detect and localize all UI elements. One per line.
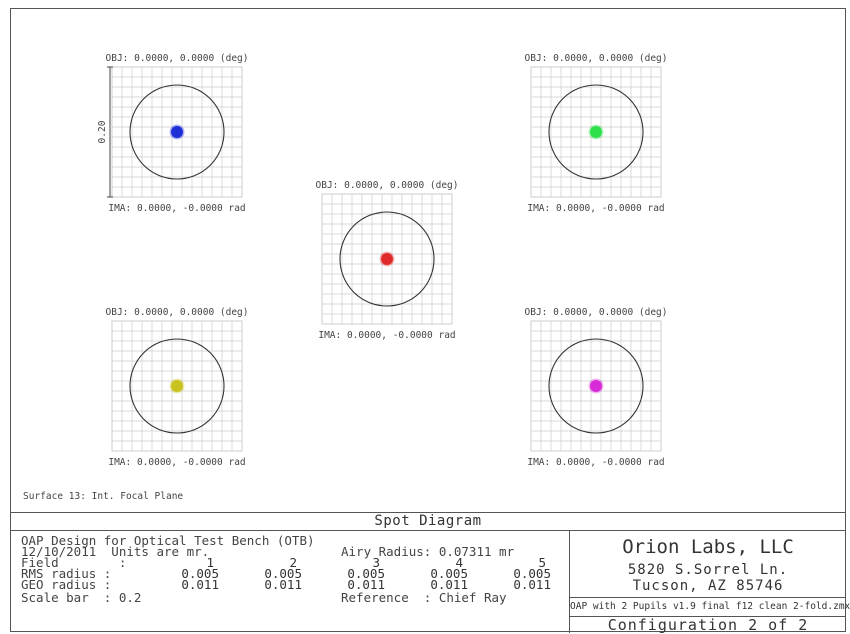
geo-value-5: 0.011 (513, 577, 551, 592)
field-number-5: 5 (538, 555, 546, 570)
field-number-1: 1 (206, 555, 214, 570)
panel-2-frame (530, 66, 662, 198)
ima-label-4: IMA: 0.0000, -0.0000 rad (108, 457, 245, 468)
configuration-label: Configuration 2 of 2 (607, 616, 809, 634)
obj-label-5: OBJ: 0.0000, 0.0000 (deg) (525, 307, 668, 318)
airy-circle-4 (129, 338, 225, 434)
file-name: OAP with 2 Pupils v1.9 final f12 clean 2… (570, 597, 850, 617)
geo-value-4: 0.011 (430, 577, 468, 592)
airy-radius: Airy Radius: 0.07311 mr (341, 544, 515, 559)
company-panel: Orion Labs, LLC 5820 S.Sorrel Ln. Tucson… (569, 530, 850, 634)
spot-2 (590, 126, 602, 138)
geo-value-1: 0.011 (181, 577, 219, 592)
airy-circle-3 (339, 211, 435, 307)
panel-3-frame (321, 193, 453, 325)
field-number-4: 4 (455, 555, 463, 570)
field-number-3: 3 (372, 555, 380, 570)
rms-value-1: 0.005 (181, 566, 219, 581)
panel-5-frame (530, 320, 662, 452)
surface-label: Surface 13: Int. Focal Plane (23, 491, 184, 502)
rms-label: RMS radius : (21, 566, 112, 581)
geo-label: GEO radius : (21, 577, 112, 592)
obj-label-4: OBJ: 0.0000, 0.0000 (deg) (106, 307, 249, 318)
spot-1 (171, 126, 183, 138)
geo-value-2: 0.011 (264, 577, 302, 592)
panel-1-frame (111, 66, 243, 198)
obj-label-1: OBJ: 0.0000, 0.0000 (deg) (106, 53, 249, 64)
date-units: 12/10/2011 Units are mr. (21, 544, 210, 559)
panel-4-frame (111, 320, 243, 452)
field-number-2: 2 (289, 555, 297, 570)
spot-diagram-window: OBJ: 0.0000, 0.0000 (deg) IMA: 0.0000, -0… (10, 8, 850, 634)
obj-label-3: OBJ: 0.0000, 0.0000 (deg) (316, 180, 459, 191)
spot-4 (171, 380, 183, 392)
scale-bar-info: Scale bar : 0.2 (21, 590, 142, 605)
ima-label-3: IMA: 0.0000, -0.0000 rad (318, 330, 455, 341)
company-address-line2: Tucson, AZ 85746 (632, 578, 784, 594)
airy-circle-1 (129, 84, 225, 180)
design-title: OAP Design for Optical Test Bench (OTB) (21, 533, 315, 548)
rms-value-3: 0.005 (347, 566, 385, 581)
reference-info: Reference : Chief Ray (341, 590, 507, 605)
ima-label-1: IMA: 0.0000, -0.0000 rad (108, 203, 245, 214)
ima-label-5: IMA: 0.0000, -0.0000 rad (527, 457, 664, 468)
rms-value-2: 0.005 (264, 566, 302, 581)
obj-label-2: OBJ: 0.0000, 0.0000 (deg) (525, 53, 668, 64)
airy-circle-2 (548, 84, 644, 180)
info-panel: OAP Design for Optical Test Bench (OTB) … (11, 530, 569, 633)
spot-diagram-svg: OBJ: 0.0000, 0.0000 (deg) IMA: 0.0000, -0… (97, 53, 668, 468)
airy-circle-5 (548, 338, 644, 434)
scale-bar-label: 0.20 (97, 120, 108, 143)
rms-value-5: 0.005 (513, 566, 551, 581)
spot-3 (381, 253, 393, 265)
spot-5 (590, 380, 602, 392)
spot-plot-area: OBJ: 0.0000, 0.0000 (deg) IMA: 0.0000, -0… (11, 9, 847, 509)
chart-title: Spot Diagram (11, 512, 845, 531)
field-label: Field : (21, 555, 127, 570)
rms-value-4: 0.005 (430, 566, 468, 581)
ima-label-2: IMA: 0.0000, -0.0000 rad (527, 203, 664, 214)
company-address-line1: 5820 S.Sorrel Ln. (627, 562, 789, 578)
geo-value-3: 0.011 (347, 577, 385, 592)
company-name: Orion Labs, LLC (622, 536, 794, 558)
